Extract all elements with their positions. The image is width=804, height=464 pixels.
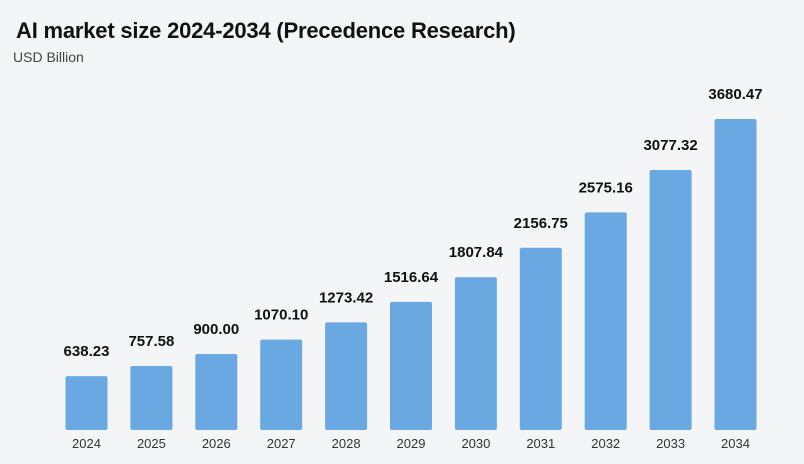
x-tick-label: 2030 (461, 436, 490, 451)
bar-2025 (130, 365, 173, 430)
x-tick-label: 2024 (72, 436, 101, 451)
x-tick-label: 2025 (137, 436, 166, 451)
x-tick-label: 2028 (332, 436, 361, 451)
chart-title: AI market size 2024-2034 (Precedence Res… (16, 18, 516, 43)
bar-2030 (454, 277, 497, 430)
data-label: 2575.16 (579, 179, 633, 196)
x-tick-label: 2034 (721, 436, 750, 451)
data-label: 757.58 (128, 333, 174, 350)
data-label: 1807.84 (449, 244, 504, 261)
x-tick-label: 2029 (397, 436, 426, 451)
x-tick-label: 2032 (591, 436, 620, 451)
data-label: 1516.64 (384, 269, 439, 286)
bar-2033 (649, 169, 692, 430)
x-tick-label: 2031 (526, 436, 555, 451)
x-tick-label: 2033 (656, 436, 685, 451)
data-label: 638.23 (64, 343, 110, 360)
data-label: 1070.10 (254, 307, 308, 324)
bar-2024 (65, 376, 108, 430)
x-tick-label: 2027 (267, 436, 296, 451)
bar-2032 (584, 212, 627, 430)
data-label: 900.00 (193, 321, 239, 338)
chart-subtitle: USD Billion (13, 49, 84, 65)
bar-2031 (519, 247, 562, 430)
data-label: 3680.47 (708, 86, 762, 103)
bar-2028 (325, 322, 368, 430)
bar-2027 (260, 339, 303, 430)
data-label: 2156.75 (514, 215, 568, 232)
bar-2026 (195, 353, 238, 430)
x-tick-label: 2026 (202, 436, 231, 451)
bar-2034 (714, 119, 757, 431)
bar-2029 (390, 301, 432, 430)
data-label: 1273.42 (319, 289, 373, 306)
data-label: 3077.32 (643, 137, 697, 154)
